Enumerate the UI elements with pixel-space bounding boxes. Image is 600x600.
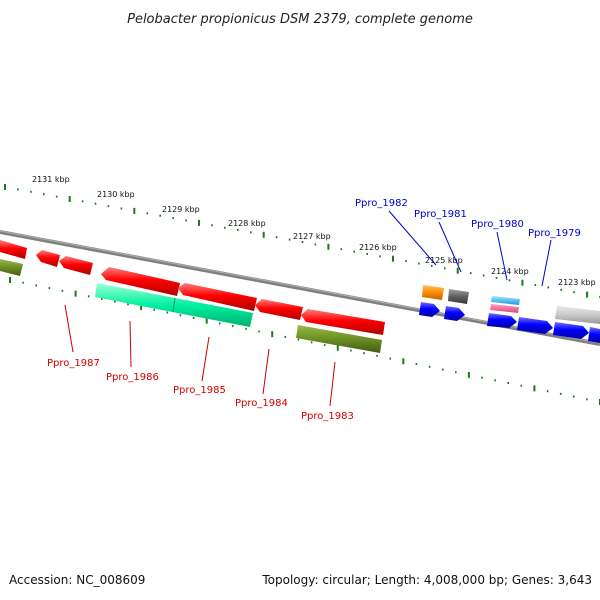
scale-labels: 2131 kbp 2130 kbp 2129 kbp 2128 kbp 2127…	[32, 175, 596, 287]
scale-label: 2128 kbp	[228, 219, 266, 228]
gene-feature[interactable]	[419, 302, 440, 317]
gene-feature-orange[interactable]	[422, 285, 444, 300]
scale-label: 2125 kbp	[425, 256, 463, 265]
scale-label: 2124 kbp	[491, 267, 529, 276]
accession-text: Accession: NC_008609	[9, 573, 146, 587]
gene-label[interactable]: Ppro_1979	[528, 228, 581, 239]
gene-feature[interactable]	[487, 313, 517, 328]
gene-label[interactable]: Ppro_1985	[173, 385, 226, 396]
gene-feature[interactable]	[36, 250, 60, 267]
scale-label: 2123 kbp	[558, 278, 596, 287]
leader-lines	[64, 210, 552, 407]
gene-feature[interactable]	[59, 256, 93, 275]
topology-text: Topology: circular; Length: 4,008,000 bp…	[262, 573, 592, 587]
scale-ticks-inner	[9, 277, 600, 405]
map-title: Pelobacter propionicus DSM 2379, complet…	[127, 12, 473, 27]
scale-ticks-outer	[4, 184, 600, 298]
gene-feature-olive[interactable]	[296, 325, 382, 353]
gene-feature-ppro-1983[interactable]	[301, 309, 385, 335]
gene-feature[interactable]	[0, 240, 27, 259]
gene-label[interactable]: Ppro_1980	[471, 219, 524, 230]
scale-label: 2130 kbp	[97, 190, 135, 199]
gene-feature-ppro-1986[interactable]	[178, 283, 257, 311]
gene-feature[interactable]	[0, 259, 23, 276]
scale-label: 2126 kbp	[359, 243, 397, 252]
gene-feature-ppro-1987[interactable]	[101, 267, 180, 296]
scale-label: 2129 kbp	[162, 205, 200, 214]
forward-strand-genes	[419, 285, 600, 343]
gene-label[interactable]: Ppro_1983	[301, 411, 354, 422]
gene-feature-cyan[interactable]	[491, 296, 520, 305]
gene-feature-gray[interactable]	[448, 289, 469, 304]
scale-label: 2127 kbp	[293, 232, 331, 241]
gene-feature-pink[interactable]	[490, 304, 519, 313]
gene-label[interactable]: Ppro_1987	[47, 358, 100, 369]
gene-feature[interactable]	[444, 306, 465, 321]
gene-feature[interactable]	[553, 322, 589, 339]
gene-label[interactable]: Ppro_1984	[235, 398, 288, 409]
gene-label[interactable]: Ppro_1982	[355, 198, 408, 209]
gene-feature[interactable]	[588, 327, 600, 343]
gene-labels: Ppro_1987 Ppro_1986 Ppro_1985 Ppro_1984 …	[47, 198, 581, 422]
gene-feature[interactable]	[517, 317, 553, 334]
rna-feature-divider	[172, 297, 176, 313]
scale-label: 2131 kbp	[32, 175, 70, 184]
gene-label[interactable]: Ppro_1986	[106, 372, 159, 383]
gene-feature-ppro-1984[interactable]	[255, 299, 303, 320]
gene-label[interactable]: Ppro_1981	[414, 209, 467, 220]
reverse-strand-genes	[0, 240, 385, 353]
gene-feature-light[interactable]	[555, 306, 600, 324]
